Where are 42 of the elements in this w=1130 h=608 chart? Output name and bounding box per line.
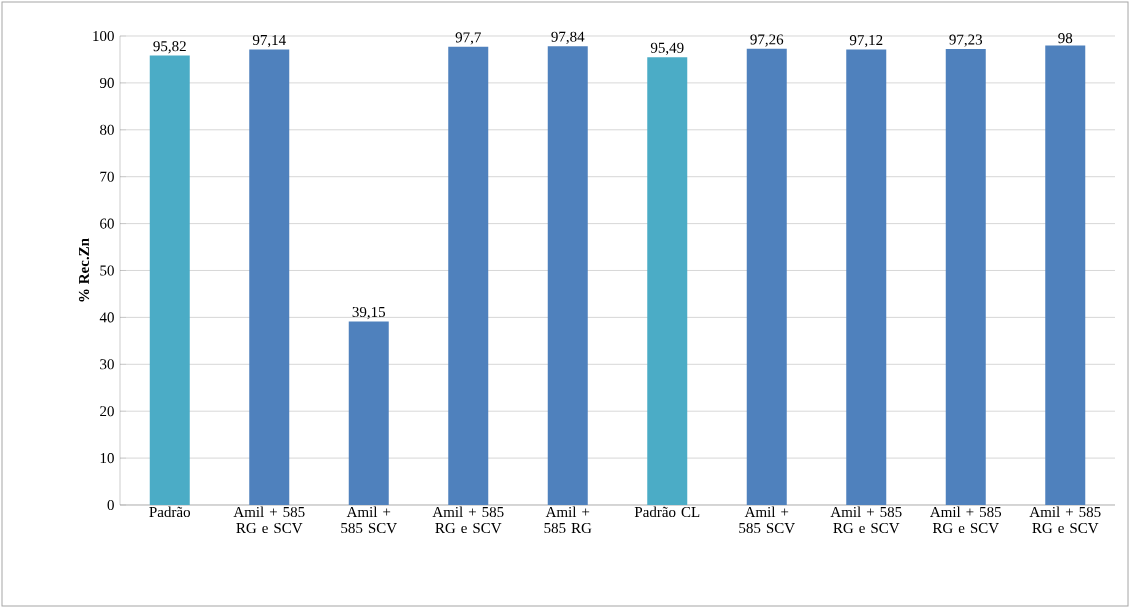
y-axis-title: % Rec.Zn	[78, 238, 90, 302]
bar	[348, 321, 389, 505]
bar	[746, 48, 787, 505]
y-tick-label: 30	[100, 359, 114, 370]
x-tick-label: Padrão CL	[634, 506, 700, 518]
bar	[448, 46, 489, 505]
data-label: 97,7	[455, 32, 481, 45]
y-tick-label: 70	[100, 171, 114, 182]
data-label: 95,49	[650, 42, 684, 55]
y-tick-label: 100	[93, 30, 114, 42]
x-tick-label: Amil + 585 RG e SCV	[830, 506, 902, 534]
x-tick-label: Amil + 585 RG	[544, 506, 592, 534]
data-label: 97,12	[849, 35, 883, 48]
data-label: 98	[1058, 33, 1073, 44]
x-tick-label: Amil + 585 RG e SCV	[432, 506, 504, 534]
x-tick-label: Amil + 585 SCV	[739, 506, 795, 534]
bar	[647, 57, 688, 505]
y-tick-label: 10	[100, 453, 114, 464]
x-tick-label: Padrão	[149, 506, 191, 518]
data-label: 95,82	[153, 41, 186, 54]
y-tick-label: 60	[100, 218, 114, 229]
y-tick-label: 20	[100, 406, 114, 417]
y-tick-label: 40	[99, 312, 114, 323]
y-tick-label: 0	[107, 499, 114, 511]
data-label: 97,26	[750, 34, 784, 47]
bar	[945, 48, 986, 505]
bar	[1045, 45, 1086, 505]
x-tick-label: Amil + 585 SCV	[341, 506, 397, 534]
bar	[846, 49, 887, 505]
x-tick-label: Amil + 585 RG e SCV	[233, 506, 305, 534]
x-tick-label: Amil + 585 RG e SCV	[930, 506, 1002, 534]
bar	[149, 55, 190, 505]
bar	[547, 46, 588, 505]
y-tick-label: 90	[99, 77, 114, 88]
data-label: 97,14	[252, 34, 286, 48]
y-tick-label: 50	[100, 265, 114, 276]
bar	[249, 49, 290, 505]
data-label: 97,23	[949, 34, 983, 47]
data-label: 97,84	[551, 31, 585, 44]
y-tick-label: 80	[100, 124, 114, 135]
x-tick-label: Amil + 585 RG e SCV	[1029, 506, 1101, 534]
data-label: 39,15	[352, 306, 386, 320]
